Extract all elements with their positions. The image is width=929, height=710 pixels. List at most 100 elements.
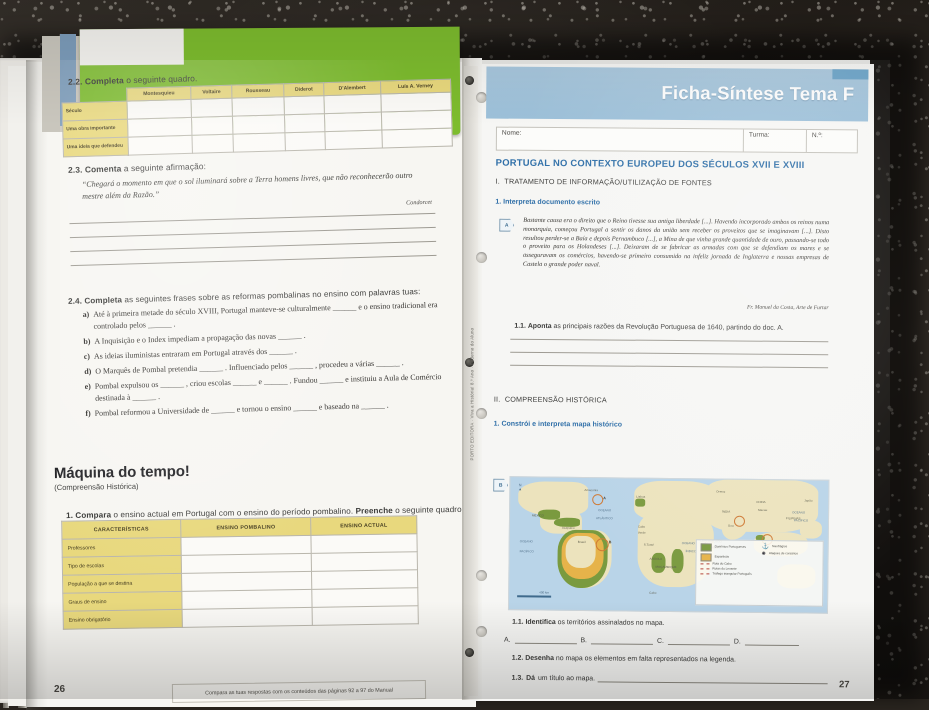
- blank-input-d[interactable]: [744, 644, 799, 646]
- spine-imprint-text: PORTO EDITORA · Viva a História! 8.º Ano…: [469, 327, 475, 461]
- left-page-stack: 2.2. Completa o seguinte quadro. Montesq…: [0, 26, 478, 710]
- answer-cell[interactable]: [232, 114, 285, 135]
- answer-line[interactable]: [70, 254, 437, 267]
- col-voltaire: Voltaire: [190, 85, 233, 100]
- answer-cell[interactable]: [181, 553, 312, 574]
- answer-cell[interactable]: [182, 607, 313, 628]
- answer-cell[interactable]: [311, 569, 418, 590]
- answer-cell[interactable]: [380, 92, 452, 113]
- col-ensino-pombalino: ENSINO POMBALINO: [180, 517, 312, 538]
- ex23-answer-area[interactable]: [69, 212, 437, 267]
- answer-cell[interactable]: [191, 116, 234, 136]
- territory-blanks-row[interactable]: A. B. C. D.: [504, 637, 828, 647]
- legend-item: Tráfego triangular Português: [700, 572, 756, 576]
- ring-hole: [476, 626, 487, 637]
- item-label-a: a): [82, 309, 90, 320]
- s2-task-number: 1.: [493, 420, 500, 428]
- left-page-number: 26: [54, 684, 66, 695]
- s2-task-text: Constrói e interpreta mapa histórico: [501, 420, 623, 429]
- document-a-source: Fr. Manuel da Costa, Arte de Furtar: [746, 304, 829, 312]
- title-input[interactable]: [598, 681, 828, 685]
- maquina-subtitle: (Compreensão Histórica): [54, 481, 139, 493]
- answer-cell[interactable]: [126, 99, 192, 120]
- map-marker-circle-c: [733, 515, 746, 527]
- north-arrow-icon: N ▲: [518, 483, 522, 492]
- answer-cell[interactable]: [324, 94, 381, 114]
- row-label-seculo: Século: [62, 101, 128, 121]
- left-spine-shadow: [26, 60, 48, 710]
- answer-cell[interactable]: [311, 551, 418, 572]
- answer-cell[interactable]: [380, 110, 452, 131]
- footer-note: Compara as tuas respostas com os conteúd…: [171, 680, 427, 703]
- answer-cell[interactable]: [312, 587, 419, 608]
- answer-cell[interactable]: [233, 132, 286, 153]
- answer-cell[interactable]: [324, 112, 382, 132]
- answer-line[interactable]: [69, 226, 436, 239]
- map-marker-circle-b: [595, 538, 609, 552]
- answer-cell[interactable]: [283, 95, 325, 115]
- binding-hole: [465, 76, 474, 85]
- s1-task-text: Interpreta documento escrito: [503, 198, 601, 207]
- section-1-heading: I. TRATAMENTO DE INFORMAÇÃO/UTILIZAÇÃO D…: [496, 177, 712, 188]
- blank-label-c: C.: [656, 637, 664, 645]
- item-label-b: b): [83, 336, 91, 347]
- answer-cell[interactable]: [127, 117, 193, 138]
- legend-swatch-portuguese: [700, 543, 712, 552]
- answer-cell[interactable]: [181, 571, 313, 592]
- answer-cell[interactable]: [381, 128, 453, 149]
- answer-line[interactable]: [510, 364, 829, 369]
- answer-line[interactable]: [510, 351, 829, 356]
- answer-line[interactable]: [69, 212, 436, 225]
- s2-q11-text: os territórios assinalados no mapa.: [557, 619, 665, 627]
- blank-input-b[interactable]: [590, 643, 653, 645]
- ex24-number: 2.4.: [67, 296, 83, 306]
- question-1-3-s2[interactable]: 1.3. Dá um título ao mapa.: [512, 675, 828, 685]
- section-2-roman: II.: [493, 394, 501, 404]
- mq-text2: o seguinte quadro.: [395, 504, 465, 515]
- answer-cell[interactable]: [311, 533, 418, 554]
- answer-cell[interactable]: [284, 113, 326, 133]
- ex24-verb: Completa: [84, 295, 123, 306]
- answer-cell[interactable]: [180, 535, 312, 556]
- legend-line-cabo-icon: [700, 563, 710, 565]
- ex23-verb: Comenta: [84, 163, 122, 175]
- map-zone-mozambique: [671, 548, 684, 574]
- answer-cell[interactable]: [325, 130, 382, 150]
- row-label-ideia: Uma ideia que defendeu: [63, 137, 129, 157]
- answer-cell[interactable]: [192, 134, 234, 154]
- answer-cell[interactable]: [127, 135, 193, 156]
- answer-cell[interactable]: [284, 131, 326, 151]
- class-field[interactable]: Turma:: [742, 129, 806, 153]
- map-landmass-philippines: [799, 520, 822, 539]
- name-field[interactable]: Nome:: [501, 129, 522, 137]
- student-info-bar[interactable]: Nome: Turma: N.º:: [495, 126, 858, 154]
- left-page-content: 2.2. Completa o seguinte quadro. Montesq…: [44, 66, 468, 704]
- ring-hole: [476, 570, 487, 581]
- ex23-number: 2.3.: [67, 164, 83, 175]
- right-page-content: Ficha-Síntese Tema F Nome: Turma: N.º: P…: [482, 65, 869, 698]
- answer-cell[interactable]: [181, 589, 313, 610]
- blank-input-c[interactable]: [667, 643, 730, 646]
- s2-q12-number: 1.2.: [511, 654, 524, 662]
- right-page-stack: PORTO EDITORA · Viva a História! 8.º Ano…: [462, 56, 882, 701]
- s2-q11-verb: Identifica: [525, 618, 556, 627]
- ring-hole: [476, 252, 487, 263]
- answer-line[interactable]: [70, 240, 437, 253]
- legend-label-portuguese: Domínios Portugueses: [714, 544, 747, 550]
- ex24-items[interactable]: a) Até à primeira metade do século XVIII…: [83, 299, 446, 420]
- answer-line[interactable]: [510, 338, 829, 343]
- historical-world-map[interactable]: N ▲ OCEANO ATLÂNTICO OCEANO PACÍFICO OCEA…: [507, 476, 830, 614]
- answer-cell[interactable]: [191, 98, 233, 118]
- answer-cell[interactable]: [312, 605, 419, 626]
- answer-cell[interactable]: [232, 96, 285, 117]
- ficha-header-band: Ficha-Síntese Tema F: [486, 66, 869, 122]
- q11-answer-area[interactable]: [510, 338, 829, 369]
- blank-input-a[interactable]: [514, 642, 577, 645]
- ring-hole: [476, 92, 487, 103]
- comparison-table[interactable]: CARACTERÍSTICAS ENSINO POMBALINO ENSINO …: [61, 515, 419, 630]
- number-field[interactable]: N.º:: [805, 130, 857, 153]
- ex23-source: Condorcet: [405, 198, 433, 207]
- philosophers-table[interactable]: Montesquieu Voltaire Rousseau Diderot D'…: [61, 79, 453, 158]
- col-diderot: Diderot: [283, 82, 325, 97]
- map-scale-bar: 400 km: [517, 590, 552, 598]
